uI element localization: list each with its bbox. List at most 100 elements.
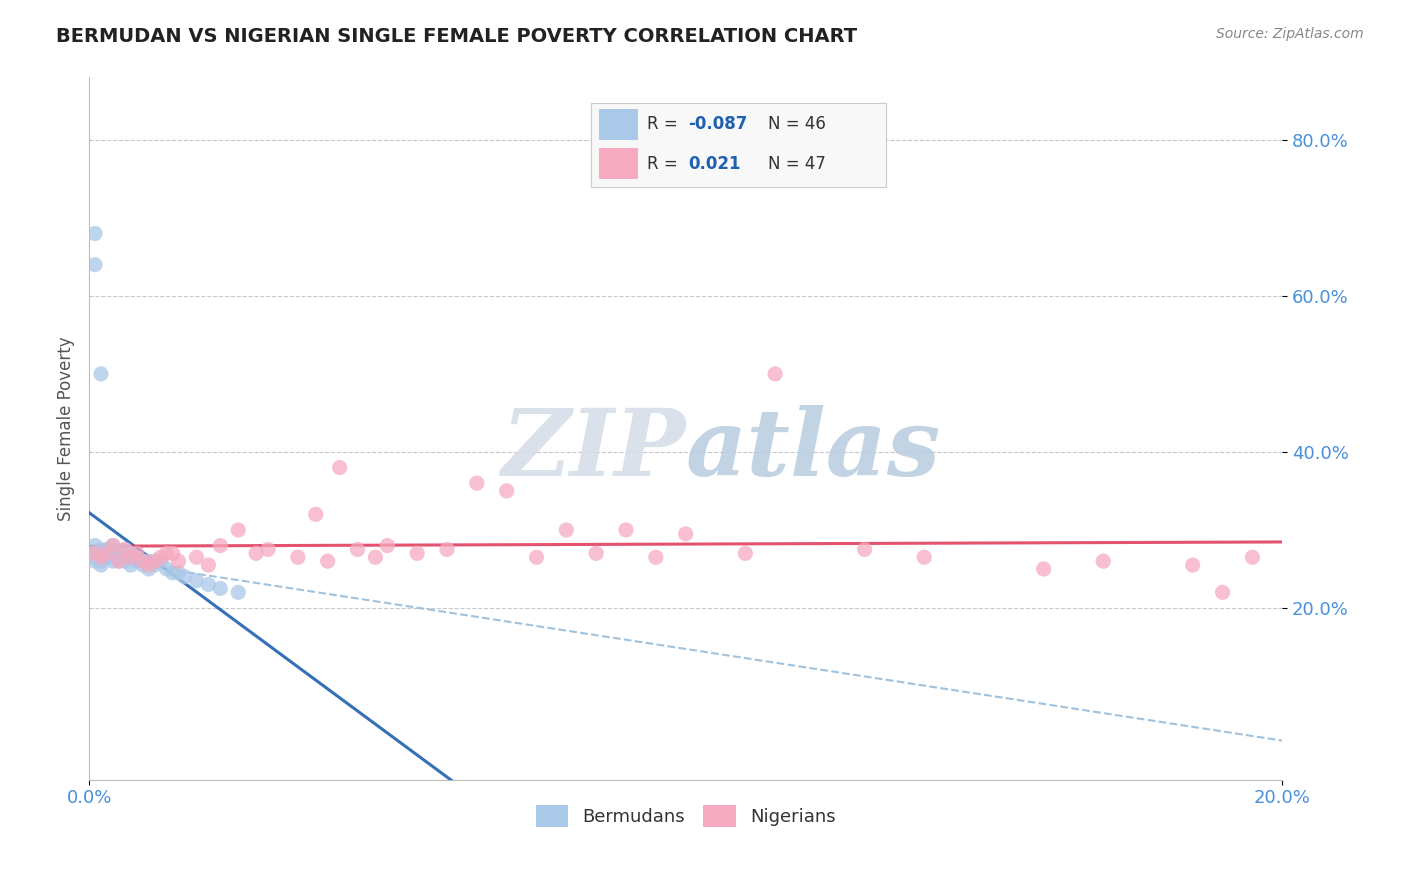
Point (101, 546, 124, 560)
Point (763, 367, 786, 381)
Point (186, 574, 208, 588)
Point (84, 546, 107, 560)
Text: R =: R = (647, 155, 683, 173)
Point (101, 539, 124, 553)
Point (526, 550, 548, 565)
Point (108, 554, 131, 568)
Point (585, 546, 607, 560)
Point (90, 550, 112, 565)
Point (132, 554, 155, 568)
Point (90, 554, 112, 568)
Point (162, 546, 184, 560)
Point (96, 546, 118, 560)
Point (132, 558, 155, 572)
Point (853, 542, 876, 557)
Bar (599, 148, 638, 178)
Point (108, 546, 131, 560)
Point (125, 546, 148, 560)
Point (495, 483, 517, 498)
Point (1032, 562, 1054, 576)
Point (96, 546, 118, 560)
Point (197, 558, 219, 572)
Point (436, 542, 458, 557)
Point (84, 546, 107, 560)
Point (132, 554, 155, 568)
Point (1241, 550, 1264, 565)
Point (84, 539, 107, 553)
Point (84, 227, 107, 241)
Text: -0.087: -0.087 (688, 115, 748, 133)
Point (90, 558, 112, 572)
Text: 0.021: 0.021 (688, 155, 741, 173)
Point (226, 585, 249, 599)
Point (186, 550, 208, 565)
Point (101, 539, 124, 553)
Text: R =: R = (647, 115, 683, 133)
Point (149, 550, 172, 565)
Point (209, 539, 232, 553)
Point (156, 562, 179, 576)
Point (257, 542, 280, 557)
Point (108, 546, 131, 560)
Point (101, 554, 124, 568)
Point (364, 550, 387, 565)
Point (108, 554, 131, 568)
Point (209, 582, 232, 596)
Point (173, 570, 195, 584)
Point (96, 546, 118, 560)
Point (1181, 558, 1204, 572)
Point (465, 476, 488, 491)
Point (346, 542, 368, 557)
Point (245, 546, 267, 560)
Point (143, 554, 166, 568)
Text: N = 46: N = 46 (768, 115, 825, 133)
Point (114, 550, 136, 565)
Text: ZIP: ZIP (502, 405, 686, 494)
Point (84, 550, 107, 565)
Point (90, 542, 112, 557)
Point (96, 550, 118, 565)
Point (114, 542, 136, 557)
Point (84, 258, 107, 272)
Text: Source: ZipAtlas.com: Source: ZipAtlas.com (1216, 27, 1364, 41)
Point (114, 542, 136, 557)
Point (84, 554, 107, 568)
Point (120, 550, 142, 565)
Point (90, 550, 112, 565)
Point (644, 550, 666, 565)
Point (316, 554, 339, 568)
Point (167, 554, 190, 568)
Point (734, 546, 756, 560)
Point (1212, 585, 1234, 599)
Text: atlas: atlas (686, 405, 941, 494)
Point (96, 542, 118, 557)
Point (912, 550, 935, 565)
Y-axis label: Single Female Poverty: Single Female Poverty (58, 336, 75, 521)
Point (406, 546, 429, 560)
Point (162, 566, 184, 580)
Point (138, 558, 160, 572)
Point (287, 550, 309, 565)
Bar (599, 110, 638, 140)
Point (138, 554, 160, 568)
Point (125, 554, 148, 568)
Point (329, 460, 352, 475)
Point (305, 508, 328, 522)
Point (120, 546, 142, 560)
Point (101, 550, 124, 565)
Point (125, 550, 148, 565)
Point (120, 550, 142, 565)
Point (614, 523, 637, 537)
Legend: Bermudans, Nigerians: Bermudans, Nigerians (529, 797, 844, 834)
Text: BERMUDAN VS NIGERIAN SINGLE FEMALE POVERTY CORRELATION CHART: BERMUDAN VS NIGERIAN SINGLE FEMALE POVER… (56, 27, 858, 45)
Point (197, 577, 219, 591)
Point (555, 523, 578, 537)
Point (377, 539, 399, 553)
Point (167, 566, 190, 580)
Point (120, 558, 142, 572)
Point (90, 367, 112, 381)
Point (226, 523, 249, 537)
Text: N = 47: N = 47 (768, 155, 825, 173)
Point (156, 546, 179, 560)
Point (114, 554, 136, 568)
